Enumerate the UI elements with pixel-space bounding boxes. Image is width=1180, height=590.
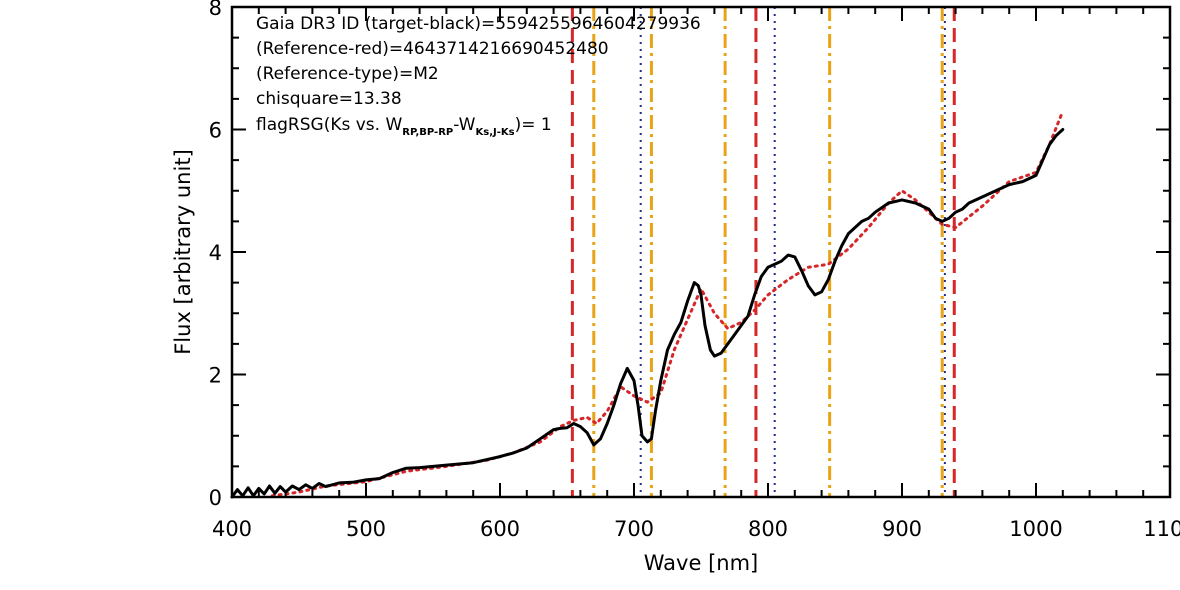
flag-subscript-2: Ks,J-Ks <box>476 127 515 138</box>
y-tick-label: 0 <box>209 486 222 510</box>
reference-lines-layer <box>570 7 956 497</box>
flag-prefix: flagRSG(Ks vs. W <box>256 115 402 135</box>
annotation-reference-type: (Reference-type)=M2 <box>256 64 439 84</box>
y-tick-label: 6 <box>209 119 222 143</box>
y-axis-label: Flux [arbitrary unit] <box>171 149 195 355</box>
flag-subscript-1: RP,BP-RP <box>402 127 453 138</box>
x-tick-label: 600 <box>480 517 520 541</box>
flag-suffix: )= 1 <box>515 115 552 135</box>
series-layer <box>230 109 1065 499</box>
x-tick-label: 900 <box>882 517 922 541</box>
x-tick-label: 1000 <box>1009 517 1062 541</box>
x-tick-label: 700 <box>614 517 654 541</box>
annotation-gaia-id: Gaia DR3 ID (target-black)=5594255964604… <box>256 14 701 34</box>
x-tick-label: 400 <box>212 517 252 541</box>
y-tick-label: 2 <box>209 364 222 388</box>
flag-mid: -W <box>453 115 475 135</box>
plot-frame <box>230 5 1172 499</box>
x-tick-label: 800 <box>748 517 788 541</box>
series-target <box>230 128 1065 499</box>
x-tick-label: 500 <box>346 517 386 541</box>
annotation-reference-id: (Reference-red)=4643714216690452480 <box>256 39 609 59</box>
annotation-chisquare: chisquare=13.38 <box>256 89 402 109</box>
y-tick-label: 4 <box>209 241 222 265</box>
x-axis-label: Wave [nm] <box>644 551 758 575</box>
annotation-block: Gaia DR3 ID (target-black)=5594255964604… <box>256 14 701 138</box>
y-tick-label: 8 <box>209 0 222 20</box>
annotation-flag-rsg: flagRSG(Ks vs. WRP,BP-RP-WKs,J-Ks)= 1 <box>256 115 552 138</box>
